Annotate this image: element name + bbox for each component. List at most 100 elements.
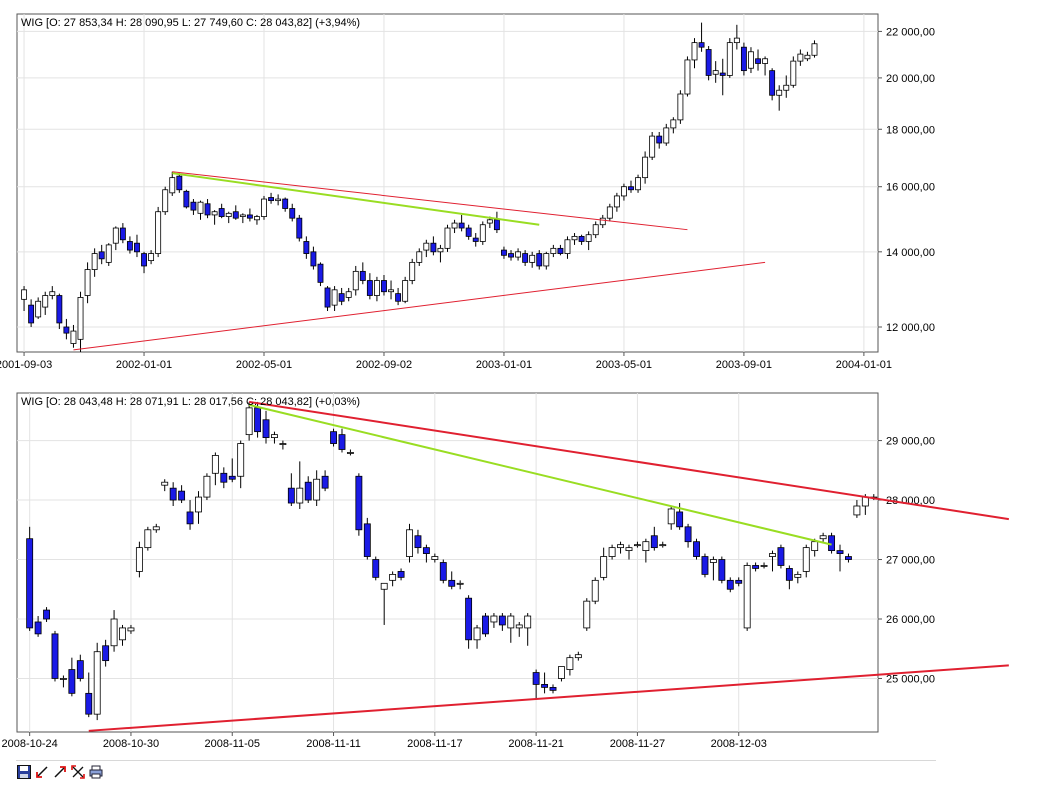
candle[interactable]	[522, 250, 529, 266]
candle[interactable]	[620, 183, 627, 201]
candle[interactable]	[617, 541, 624, 554]
candle[interactable]	[271, 431, 278, 444]
candle[interactable]	[740, 42, 747, 76]
candle[interactable]	[515, 621, 523, 637]
candle[interactable]	[303, 236, 310, 259]
candle[interactable]	[395, 287, 402, 306]
daily-wig-chart-panel[interactable]: 25 000,00 26 000,00 27 000,00 28 000,00 29 0…	[2, 392, 1009, 750]
zoom-in-icon[interactable]	[52, 764, 67, 779]
candle[interactable]	[296, 214, 303, 242]
candle[interactable]	[709, 556, 717, 581]
candle[interactable]	[444, 224, 451, 252]
candle[interactable]	[289, 203, 296, 222]
candle[interactable]	[282, 197, 289, 212]
candle[interactable]	[28, 299, 35, 327]
candle[interactable]	[204, 199, 211, 219]
candle[interactable]	[769, 550, 776, 572]
candle[interactable]	[536, 250, 543, 270]
candle[interactable]	[543, 251, 550, 270]
candle[interactable]	[667, 506, 675, 530]
candle[interactable]	[218, 203, 225, 219]
candle[interactable]	[430, 236, 437, 256]
candle[interactable]	[388, 280, 394, 300]
candle[interactable]	[557, 244, 564, 256]
resistance-trend-line[interactable]	[248, 400, 1009, 521]
candle[interactable]	[501, 246, 507, 259]
candle[interactable]	[91, 248, 98, 277]
candle[interactable]	[211, 452, 219, 486]
candle[interactable]	[232, 205, 239, 220]
candle[interactable]	[613, 192, 620, 212]
candle[interactable]	[663, 123, 670, 146]
candle[interactable]	[635, 174, 641, 193]
candle[interactable]	[178, 485, 186, 504]
candle[interactable]	[68, 657, 76, 697]
candle[interactable]	[144, 526, 152, 551]
candle[interactable]	[726, 577, 734, 593]
zoom-out-icon[interactable]	[34, 764, 49, 779]
candle[interactable]	[599, 214, 606, 229]
candle[interactable]	[228, 458, 236, 483]
candle[interactable]	[126, 236, 133, 254]
candle[interactable]	[684, 56, 691, 97]
candle[interactable]	[105, 243, 112, 266]
candle[interactable]	[134, 234, 140, 258]
candle[interactable]	[176, 173, 183, 193]
candle[interactable]	[490, 613, 498, 628]
candle[interactable]	[70, 324, 77, 348]
candle[interactable]	[701, 553, 709, 578]
candle[interactable]	[148, 250, 155, 265]
candle[interactable]	[102, 639, 110, 667]
candle[interactable]	[110, 610, 118, 652]
candle[interactable]	[211, 210, 218, 225]
candle[interactable]	[794, 571, 802, 584]
candle[interactable]	[338, 428, 346, 453]
candle[interactable]	[304, 476, 312, 504]
candle[interactable]	[261, 195, 267, 220]
candle[interactable]	[592, 221, 599, 239]
candle[interactable]	[549, 684, 557, 694]
candle[interactable]	[705, 46, 712, 81]
candle[interactable]	[456, 580, 464, 590]
candle[interactable]	[783, 75, 790, 98]
print-icon[interactable]	[88, 764, 103, 779]
candle[interactable]	[63, 318, 70, 340]
save-icon[interactable]	[16, 764, 31, 779]
candle[interactable]	[670, 117, 677, 134]
candle[interactable]	[93, 642, 101, 721]
candle[interactable]	[197, 200, 204, 220]
candle[interactable]	[330, 428, 337, 447]
candle[interactable]	[677, 90, 684, 124]
candle[interactable]	[43, 607, 50, 622]
candle[interactable]	[712, 61, 719, 83]
candle[interactable]	[268, 192, 275, 204]
candle[interactable]	[762, 56, 769, 76]
candle[interactable]	[718, 556, 726, 584]
candle[interactable]	[819, 532, 827, 542]
candle[interactable]	[119, 223, 126, 244]
candle[interactable]	[183, 189, 190, 209]
candle[interactable]	[606, 203, 613, 222]
candle[interactable]	[84, 262, 91, 304]
candle[interactable]	[416, 248, 423, 266]
candle[interactable]	[34, 616, 42, 637]
candle[interactable]	[85, 672, 93, 718]
candle[interactable]	[321, 470, 329, 492]
candle[interactable]	[608, 544, 616, 560]
candle[interactable]	[529, 251, 536, 268]
candle[interactable]	[541, 672, 549, 694]
candle[interactable]	[498, 613, 506, 631]
candle[interactable]	[437, 244, 444, 263]
candle[interactable]	[161, 479, 169, 492]
candle[interactable]	[465, 224, 472, 240]
candle[interactable]	[785, 565, 793, 590]
candle[interactable]	[169, 482, 177, 506]
support-trend-line[interactable]	[73, 261, 766, 351]
candle[interactable]	[56, 293, 63, 330]
candle[interactable]	[755, 49, 761, 71]
candle[interactable]	[141, 251, 147, 274]
candle[interactable]	[26, 526, 34, 631]
candle[interactable]	[352, 265, 359, 296]
candle[interactable]	[790, 56, 797, 88]
candle[interactable]	[693, 538, 700, 560]
